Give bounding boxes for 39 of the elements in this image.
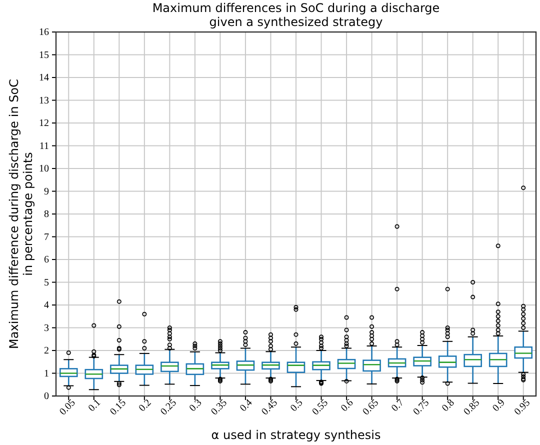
y-tick-label: 8 — [44, 209, 49, 220]
x-tick-label: 0.05 — [58, 397, 78, 418]
x-tick-label: 0.45 — [260, 397, 280, 418]
x-tick-label: 0.3 — [188, 397, 204, 414]
y-tick-label: 3 — [44, 322, 49, 334]
x-tick-label: 0.4 — [238, 397, 255, 414]
x-tick-label: 0.75 — [411, 397, 432, 418]
y-tick-label: 12 — [39, 118, 49, 130]
x-axis-title: α used in strategy synthesis — [211, 428, 381, 442]
y-tick-label: 15 — [39, 50, 49, 61]
x-tick-label: 0.85 — [462, 397, 482, 418]
x-tick-label: 0.65 — [360, 397, 381, 418]
x-tick-label: 0.95 — [512, 397, 533, 418]
chart-title: Maximum differences in SoC during a discharge given a synthesized strategy — [152, 1, 440, 29]
x-tick-label: 0.6 — [339, 397, 356, 414]
x-tick-label: 0.15 — [108, 397, 128, 418]
x-tick-label: 0.2 — [136, 397, 154, 414]
x-tick-label: 0.35 — [209, 397, 230, 418]
y-tick-label: 7 — [44, 232, 49, 243]
y-tick-label: 9 — [44, 186, 49, 198]
y-tick-label: 14 — [39, 72, 49, 84]
x-tick-label: 0.25 — [158, 397, 179, 418]
y-tick-label: 4 — [44, 300, 49, 312]
y-tick-label: 5 — [44, 277, 49, 288]
y-tick-label: 11 — [39, 140, 49, 152]
x-tick-label: 0.5 — [288, 397, 306, 414]
y-tick-label: 16 — [39, 27, 49, 38]
y-tick-label: 0 — [44, 391, 49, 402]
x-tick-label: 0.1 — [86, 397, 104, 414]
y-tick-label: 13 — [39, 95, 49, 106]
x-tick-label: 0.8 — [440, 397, 457, 414]
y-tick-label: 6 — [44, 254, 49, 266]
y-tick-label: 10 — [39, 164, 49, 175]
y-axis-title: Maximum difference during discharge in SoC in percentage points — [7, 79, 35, 349]
x-tick-label: 0.9 — [490, 397, 508, 414]
y-tick-label: 1 — [44, 368, 49, 380]
x-tick-label: 0.7 — [390, 397, 406, 414]
y-tick-label: 2 — [44, 346, 49, 357]
x-tick-label: 0.55 — [310, 397, 330, 418]
